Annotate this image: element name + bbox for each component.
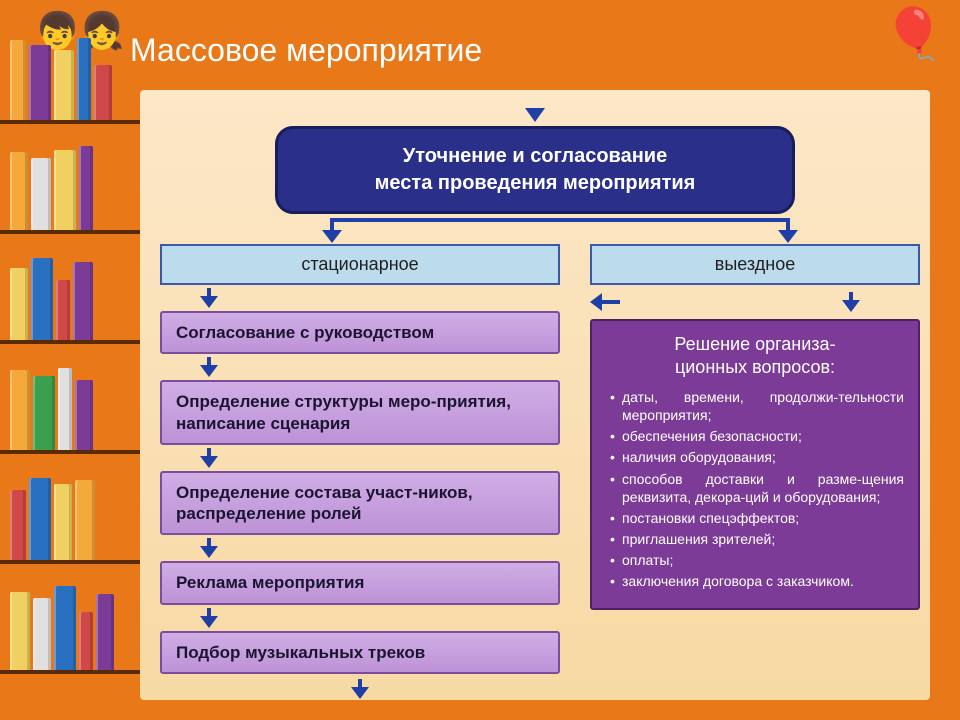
step-4: Реклама мероприятия — [160, 561, 560, 604]
book-icon — [33, 376, 55, 450]
book-icon — [96, 594, 114, 670]
arrow-icon — [200, 357, 218, 377]
book-icon — [54, 50, 74, 120]
book-icon — [31, 258, 53, 340]
step-1: Согласование с руководством — [160, 311, 560, 354]
main-box-line2: места проведения мероприятия — [308, 170, 762, 197]
book-icon — [10, 152, 28, 230]
slide: 👦👧 🎈 Массовое мероприятие Уточнение и со… — [0, 0, 960, 720]
book-icon — [58, 368, 72, 450]
list-item: приглашения зрителей; — [610, 530, 904, 548]
page-title: Массовое мероприятие — [130, 32, 482, 69]
book-icon — [10, 268, 28, 340]
right-column: выездное Решение организа- ционных вопро… — [590, 244, 920, 702]
book-icon — [29, 45, 51, 120]
arrow-into-main — [160, 108, 910, 122]
left-header: стационарное — [160, 244, 560, 285]
shelf — [10, 360, 130, 450]
arrow-icon — [200, 538, 218, 558]
book-icon — [31, 158, 51, 230]
book-icon — [77, 38, 91, 120]
main-box: Уточнение и согласование места проведени… — [275, 126, 795, 214]
book-icon — [56, 280, 70, 340]
list-item: способов доставки и разме-щения реквизит… — [610, 470, 904, 506]
arrow-icon — [842, 292, 860, 312]
list-item: оплаты; — [610, 551, 904, 569]
right-list: даты, времени, продолжи-тельности меропр… — [606, 388, 904, 591]
step-5: Подбор музыкальных треков — [160, 631, 560, 674]
book-icon — [73, 262, 93, 340]
book-icon — [79, 612, 93, 670]
right-title-l1: Решение организа- — [674, 334, 835, 354]
list-item: заключения договора с заказчиком. — [610, 572, 904, 590]
main-box-line1: Уточнение и согласование — [308, 143, 762, 170]
shelf — [10, 140, 130, 230]
arrow-icon — [200, 608, 218, 628]
book-icon — [10, 592, 30, 670]
book-icon — [79, 146, 93, 230]
branch-connector — [160, 218, 910, 244]
arrow-icon — [200, 448, 218, 468]
shelf — [10, 580, 130, 670]
book-icon — [10, 40, 26, 120]
right-header: выездное — [590, 244, 920, 285]
arrow-icon — [200, 288, 218, 308]
arrow-left-icon — [590, 293, 620, 311]
book-icon — [29, 478, 51, 560]
book-icon — [75, 480, 95, 560]
book-icon — [33, 598, 51, 670]
columns: стационарное Согласование с руководством… — [160, 244, 910, 702]
book-icon — [10, 370, 30, 450]
shelf — [10, 30, 130, 120]
list-item: даты, времени, продолжи-тельности меропр… — [610, 388, 904, 424]
title-bar: Массовое мероприятие — [130, 20, 920, 80]
step-2: Определение структуры меро-приятия, напи… — [160, 380, 560, 445]
right-panel: Решение организа- ционных вопросов: даты… — [590, 319, 920, 610]
bookshelf — [0, 0, 130, 720]
book-icon — [75, 380, 93, 450]
book-icon — [54, 150, 76, 230]
shelf — [10, 250, 130, 340]
shelf — [10, 470, 130, 560]
right-panel-title: Решение организа- ционных вопросов: — [606, 333, 904, 380]
left-column: стационарное Согласование с руководством… — [160, 244, 560, 702]
right-title-l2: ционных вопросов: — [675, 357, 835, 377]
book-icon — [54, 586, 76, 670]
content-panel: Уточнение и согласование места проведени… — [140, 90, 930, 700]
list-item: наличия оборудования; — [610, 448, 904, 466]
book-icon — [54, 484, 72, 560]
book-icon — [10, 490, 26, 560]
list-item: обеспечения безопасности; — [610, 427, 904, 445]
list-item: постановки спецэффектов; — [610, 509, 904, 527]
step-3: Определение состава участ-ников, распред… — [160, 471, 560, 536]
book-icon — [94, 65, 112, 120]
arrow-icon — [351, 676, 369, 702]
